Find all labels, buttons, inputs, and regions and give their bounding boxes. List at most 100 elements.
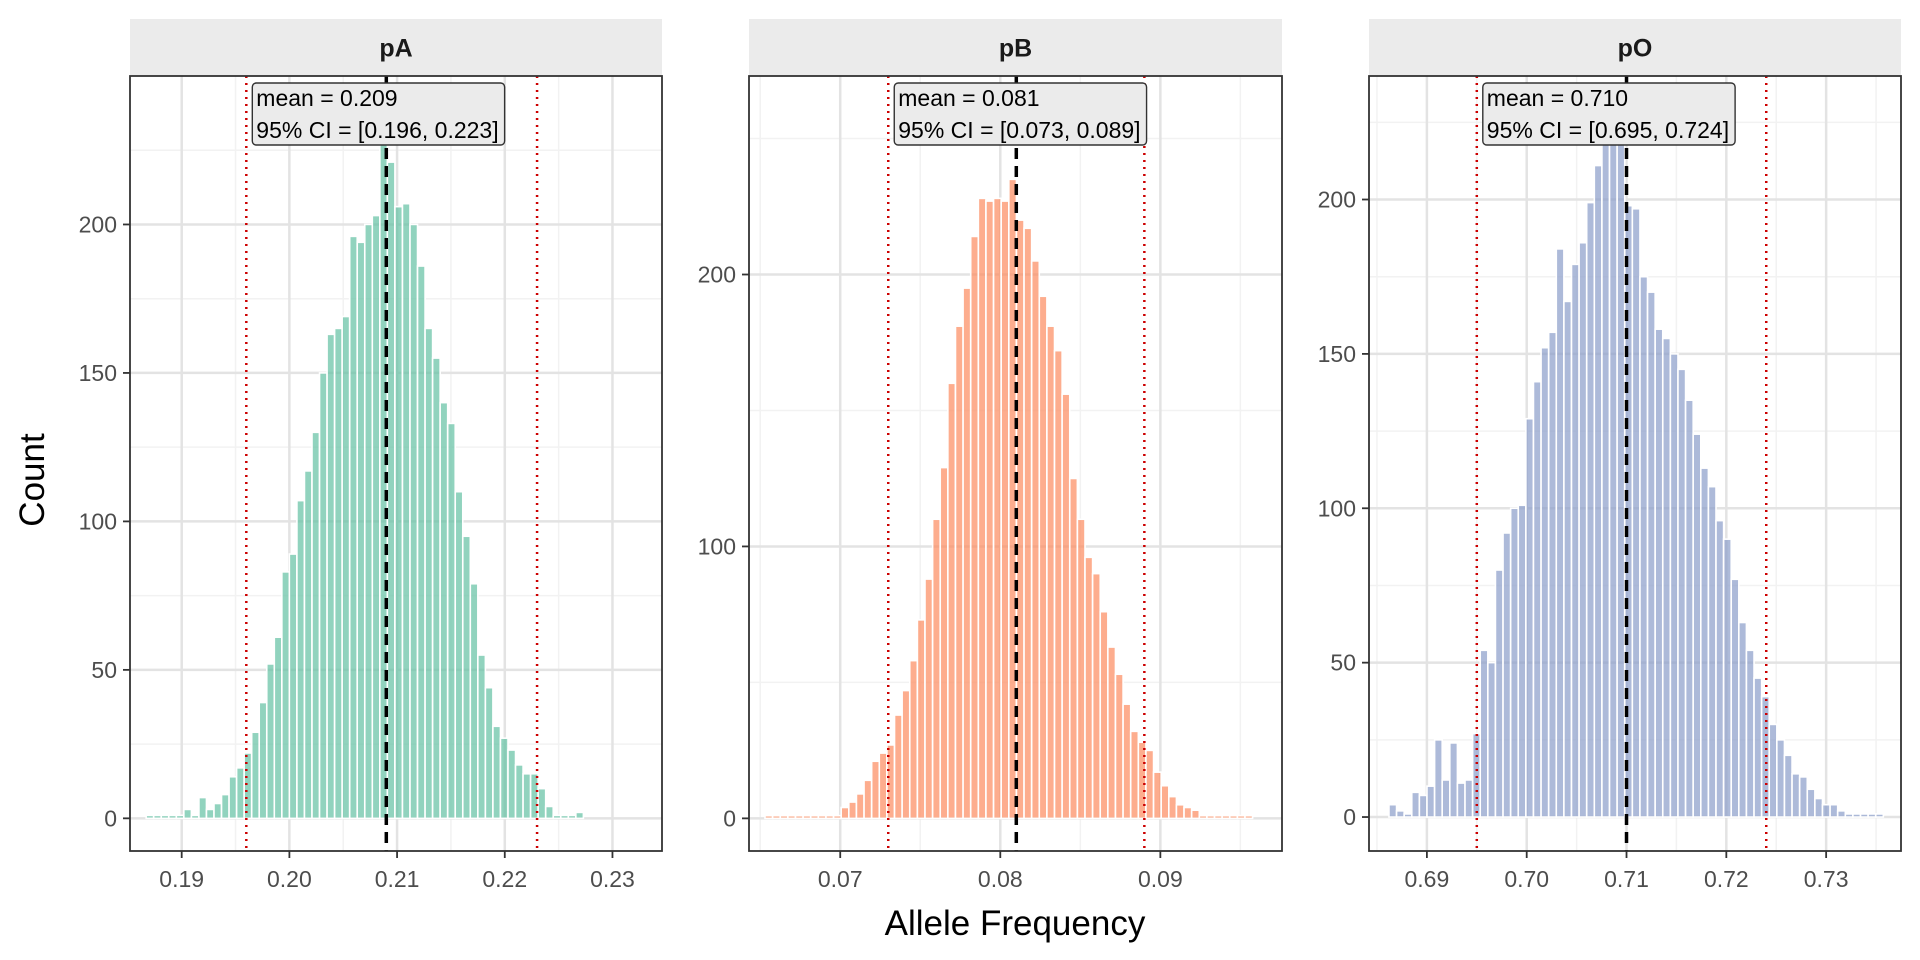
histogram-bar bbox=[446, 422, 457, 820]
histogram-bar bbox=[832, 814, 842, 820]
histogram-bar bbox=[840, 806, 850, 820]
histogram-bar bbox=[258, 701, 268, 820]
histogram-bar bbox=[931, 518, 942, 820]
histogram-bar bbox=[848, 801, 858, 820]
histogram-bar bbox=[1563, 300, 1573, 818]
histogram-bar bbox=[1244, 814, 1254, 820]
histogram-bar bbox=[771, 814, 782, 820]
histogram-bar bbox=[1707, 485, 1717, 818]
histogram-bar bbox=[1494, 569, 1504, 818]
histogram-bar bbox=[220, 793, 230, 820]
histogram-bar bbox=[1669, 353, 1679, 818]
histogram-bar bbox=[916, 619, 926, 820]
annotation-label-pa: mean = 0.209 95% CI = [0.196, 0.223] bbox=[251, 82, 506, 146]
histogram-bar bbox=[544, 805, 555, 820]
histogram-bar bbox=[250, 731, 261, 820]
x-tick-label: 0.71 bbox=[1604, 866, 1649, 892]
histogram-bar bbox=[273, 636, 283, 820]
histogram-bar bbox=[802, 814, 812, 820]
histogram-bar bbox=[1168, 795, 1178, 820]
histogram-bar bbox=[969, 235, 980, 820]
histogram-bar bbox=[1776, 739, 1786, 818]
bars-pa bbox=[145, 137, 585, 820]
histogram-bar bbox=[1616, 121, 1626, 818]
histogram-bar bbox=[228, 775, 238, 820]
strip-label-pa: pA bbox=[379, 35, 412, 63]
y-tick-label: 200 bbox=[1318, 187, 1356, 213]
histogram-bar bbox=[1137, 741, 1147, 820]
histogram-bar bbox=[1844, 813, 1854, 818]
histogram-bar bbox=[1190, 809, 1201, 820]
y-tick-label: 100 bbox=[698, 533, 736, 559]
histogram-bar bbox=[461, 535, 472, 820]
histogram-bar bbox=[454, 490, 464, 820]
histogram-bar bbox=[1061, 393, 1071, 820]
histogram-bar bbox=[962, 287, 972, 820]
histogram-bar bbox=[1768, 723, 1778, 818]
histogram-bar bbox=[1677, 368, 1687, 818]
x-tick-label: 0.70 bbox=[1504, 866, 1549, 892]
annotation-mean-text: mean = 0.710 bbox=[1487, 85, 1628, 111]
histogram-bar bbox=[318, 372, 328, 820]
histogram-bar bbox=[183, 808, 193, 820]
histogram-bar bbox=[160, 814, 170, 820]
histogram-bar bbox=[559, 814, 570, 820]
x-tick-label: 0.69 bbox=[1405, 866, 1450, 892]
histogram-bar bbox=[947, 382, 957, 820]
y-tick-label: 200 bbox=[698, 262, 736, 288]
annotation-label-po: mean = 0.710 95% CI = [0.695, 0.724] bbox=[1482, 82, 1736, 146]
histogram-bar bbox=[326, 333, 336, 820]
histogram-bar bbox=[1874, 813, 1885, 818]
histogram-bar bbox=[1129, 730, 1140, 820]
histogram-bar bbox=[1046, 325, 1056, 820]
histogram-bar bbox=[794, 814, 804, 820]
histogram-bar bbox=[431, 357, 441, 820]
histogram-bar bbox=[1114, 673, 1124, 820]
histogram-bar bbox=[1213, 814, 1223, 820]
histogram-bar bbox=[1479, 649, 1489, 818]
y-tick-label: 0 bbox=[1343, 804, 1356, 830]
annotation-label-pb: mean = 0.081 95% CI = [0.073, 0.089] bbox=[893, 82, 1148, 146]
histogram-bar bbox=[552, 814, 562, 820]
panel-pb: pB mean = 0.081 95% CI = [0.073, 0.089] 0 10… bbox=[698, 19, 1283, 892]
histogram-bar bbox=[1183, 806, 1193, 820]
histogram-bar bbox=[1525, 417, 1535, 818]
annotation-ci-text: 95% CI = [0.196, 0.223] bbox=[256, 117, 498, 143]
histogram-bar bbox=[1228, 814, 1239, 820]
histogram-bar bbox=[1783, 754, 1793, 818]
histogram-bar bbox=[303, 470, 313, 820]
histogram-bar bbox=[1753, 677, 1763, 818]
histogram-bar bbox=[908, 659, 919, 820]
histogram-bar bbox=[507, 749, 517, 820]
histogram-bar bbox=[333, 327, 343, 820]
histogram-bar bbox=[409, 223, 419, 820]
x-tick-label: 0.19 bbox=[159, 866, 204, 892]
histogram-bar bbox=[1631, 207, 1641, 818]
bars-pb bbox=[764, 178, 1254, 820]
histogram-bar bbox=[575, 811, 585, 820]
histogram-bar bbox=[1547, 331, 1558, 818]
histogram-bar bbox=[924, 578, 934, 820]
histogram-bar bbox=[1464, 779, 1474, 818]
histogram-bar bbox=[1722, 538, 1733, 818]
annotation-box bbox=[893, 82, 1148, 146]
annotation-box bbox=[1482, 82, 1736, 146]
panel-border-po bbox=[1368, 75, 1902, 852]
panel-border-pa bbox=[129, 75, 663, 852]
histogram-bar bbox=[1441, 779, 1451, 818]
histogram-bar bbox=[198, 796, 208, 820]
histogram-bar bbox=[1145, 749, 1155, 820]
histogram-bar bbox=[356, 241, 366, 820]
histogram-bar bbox=[477, 654, 487, 820]
annotation-ci-text: 95% CI = [0.073, 0.089] bbox=[898, 117, 1140, 143]
histogram-bar bbox=[1730, 578, 1740, 818]
y-tick-label: 0 bbox=[723, 805, 736, 831]
histogram-bar bbox=[1555, 248, 1565, 818]
histogram-bar bbox=[870, 760, 881, 820]
histogram-bar bbox=[363, 223, 374, 820]
histogram-bar bbox=[1403, 813, 1413, 818]
strip-po bbox=[1369, 19, 1901, 76]
histogram-bar bbox=[469, 582, 479, 820]
histogram-bar bbox=[1684, 399, 1694, 818]
